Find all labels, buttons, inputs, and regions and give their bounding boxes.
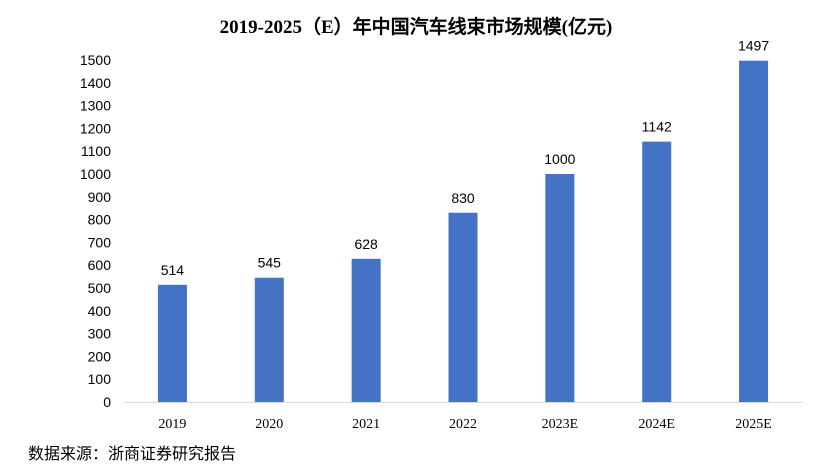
x-tick-label: 2023E bbox=[542, 417, 579, 432]
y-tick-label: 1200 bbox=[80, 120, 111, 136]
bar bbox=[157, 284, 187, 402]
data-label: 545 bbox=[258, 255, 282, 271]
y-tick-label: 300 bbox=[88, 326, 112, 342]
y-tick-label: 900 bbox=[88, 189, 112, 205]
x-tick-label: 2021 bbox=[352, 417, 380, 432]
y-tick-label: 0 bbox=[103, 394, 111, 410]
data-labels: 514 545 628 830 1000 1142 1497 bbox=[161, 38, 770, 278]
y-tick-label: 600 bbox=[88, 257, 112, 273]
bar bbox=[254, 277, 284, 402]
y-tick-label: 1500 bbox=[80, 52, 111, 68]
bar-series bbox=[157, 60, 769, 403]
y-tick-label: 100 bbox=[88, 371, 112, 387]
chart-title: 2019-2025（E）年中国汽车线束市场规模(亿元) bbox=[219, 17, 613, 38]
y-tick-label: 200 bbox=[88, 348, 112, 364]
bar bbox=[739, 60, 769, 403]
bar bbox=[642, 141, 672, 402]
data-label: 1497 bbox=[738, 38, 769, 54]
data-label: 830 bbox=[451, 190, 475, 206]
x-tick-label: 2020 bbox=[255, 417, 283, 432]
x-tick-label: 2022 bbox=[449, 417, 477, 432]
data-label: 1000 bbox=[544, 151, 575, 167]
bar bbox=[448, 212, 478, 402]
y-tick-label: 1400 bbox=[80, 75, 111, 91]
y-tick-label: 1300 bbox=[80, 98, 111, 114]
x-axis-tick-labels: 2019 2020 2021 2022 2023E 2024E 2025E bbox=[158, 417, 771, 432]
x-tick-label: 2019 bbox=[158, 417, 186, 432]
data-label: 514 bbox=[161, 262, 185, 278]
y-tick-label: 400 bbox=[88, 303, 112, 319]
bar bbox=[351, 258, 381, 402]
y-tick-label: 700 bbox=[88, 234, 112, 250]
x-tick-label: 2025E bbox=[735, 417, 772, 432]
y-tick-label: 500 bbox=[88, 280, 112, 296]
source-note: 数据来源：浙商证券研究报告 bbox=[28, 444, 237, 463]
bar bbox=[545, 174, 575, 402]
data-label: 628 bbox=[354, 236, 378, 252]
data-label: 1142 bbox=[642, 119, 672, 135]
y-tick-label: 800 bbox=[88, 212, 112, 228]
x-tick-label: 2024E bbox=[638, 417, 675, 432]
y-axis-tick-labels: 0 100 200 300 400 500 600 700 800 900 1000 1100 1200… bbox=[80, 52, 111, 410]
y-tick-label: 1000 bbox=[80, 166, 111, 182]
y-tick-label: 1100 bbox=[81, 143, 111, 159]
